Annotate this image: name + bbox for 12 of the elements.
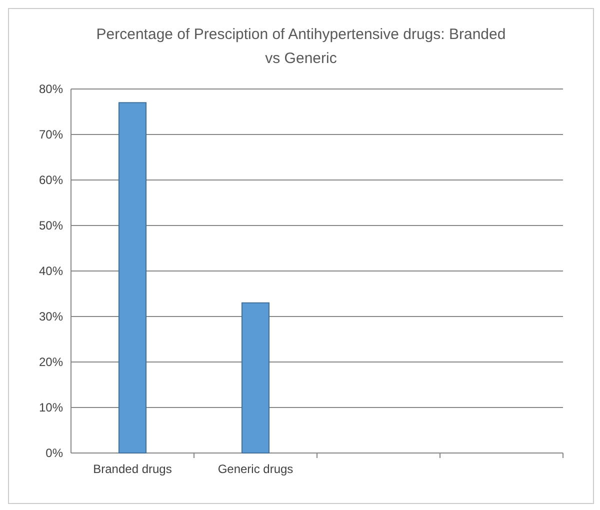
y-tick-label: 30% (38, 310, 64, 324)
y-tick-label: 40% (38, 264, 64, 278)
chart-title: Percentage of Presciption of Antihypertensive drugs: Branded vs Generic (96, 26, 506, 67)
y-tick-label: 10% (38, 400, 64, 415)
x-tick-label: Branded drugs (93, 462, 172, 476)
x-tick-label: Generic drugs (218, 462, 294, 476)
y-tick-label: 20% (38, 355, 64, 370)
y-tick-label: 80% (38, 82, 64, 96)
y-tick-label: 0% (46, 446, 64, 460)
y-tick-label: 60% (38, 173, 64, 188)
y-tick-label: 70% (38, 128, 64, 142)
y-tick-label: 50% (38, 218, 64, 233)
